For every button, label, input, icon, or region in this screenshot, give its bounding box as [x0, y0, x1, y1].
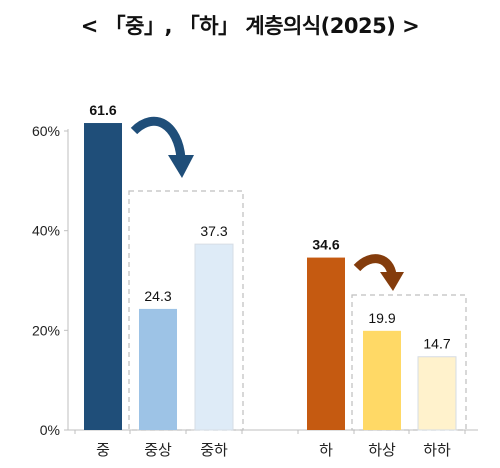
value-label: 19.9 — [368, 310, 395, 326]
category-label: 중 — [96, 441, 110, 459]
bar-jungha — [194, 243, 234, 431]
bar-jungsang — [139, 308, 177, 430]
category-label: 중하 — [200, 441, 228, 459]
value-label: 61.6 — [89, 102, 116, 118]
category-label: 하하 — [423, 441, 451, 459]
bar-jung — [84, 123, 122, 430]
y-tick-label: 0% — [40, 422, 60, 438]
arrow-lower-icon-head — [380, 272, 404, 291]
arrow-middle-icon — [130, 116, 186, 159]
y-tick-label: 60% — [32, 123, 60, 139]
y-tick-label: 40% — [32, 223, 60, 239]
value-label: 14.7 — [423, 336, 450, 352]
category-label: 하 — [319, 441, 333, 459]
value-label: 24.3 — [144, 288, 171, 304]
category-label: 하상 — [368, 441, 396, 459]
arrow-lower-icon — [353, 254, 397, 277]
y-tick-label: 20% — [32, 322, 60, 338]
bar-hasang — [363, 330, 401, 430]
bar-haha — [417, 356, 457, 431]
bar-ha — [307, 257, 345, 430]
value-label: 37.3 — [200, 223, 227, 239]
chart-title: < 「중」, 「하」 계층의식(2025) > — [80, 14, 420, 38]
category-label: 중상 — [144, 441, 172, 459]
arrow-middle-icon-head — [168, 155, 194, 178]
value-label: 34.6 — [312, 237, 339, 253]
